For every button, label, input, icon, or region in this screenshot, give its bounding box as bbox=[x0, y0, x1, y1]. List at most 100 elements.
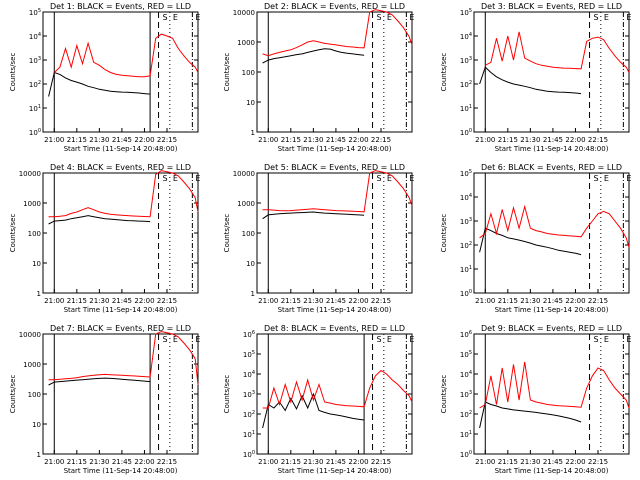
marker-annotation: S bbox=[377, 335, 382, 344]
plot-frame bbox=[473, 333, 630, 455]
chart-panel: Det 2: BLACK = Events, RED = LLD 1 10 100 10… bbox=[223, 2, 414, 153]
x-tick-label: 22:00 bbox=[134, 136, 154, 144]
x-axis-label: Start Time (11-Sep-14 20:48:00) bbox=[278, 306, 392, 314]
x-tick-label: 21:15 bbox=[281, 458, 301, 466]
y-tick-label: 10 bbox=[32, 260, 41, 268]
y-axis-label: Counts/sec bbox=[440, 214, 448, 253]
x-tick-label: 21:45 bbox=[326, 136, 346, 144]
y-tick-label: 10 bbox=[246, 260, 255, 268]
x-tick-label: 21:30 bbox=[89, 297, 109, 305]
marker-annotation: E bbox=[195, 335, 200, 344]
x-tick-label: 22:15 bbox=[371, 458, 391, 466]
plot-frame bbox=[256, 172, 413, 294]
y-tick-label: 10000 bbox=[233, 170, 255, 178]
chart-panel: Det 1: BLACK = Events, RED = LLD 100 101 10… bbox=[9, 2, 200, 153]
x-tick-label: 21:15 bbox=[281, 136, 301, 144]
chart-panel: Det 4: BLACK = Events, RED = LLD 1 10 100 10… bbox=[9, 163, 200, 314]
y-tick-label: 100 bbox=[28, 230, 41, 238]
x-tick-label: 21:30 bbox=[520, 136, 540, 144]
y-tick-label: 106 bbox=[460, 330, 472, 339]
x-tick-label: 21:30 bbox=[89, 136, 109, 144]
y-tick-label: 10000 bbox=[19, 170, 41, 178]
y-axis-label: Counts/sec bbox=[223, 214, 231, 253]
x-tick-label: 21:45 bbox=[543, 136, 563, 144]
y-axis-label: Counts/sec bbox=[9, 53, 17, 92]
lld-series-line bbox=[48, 331, 199, 386]
y-tick-label: 100 bbox=[242, 69, 255, 77]
x-tick-label: 22:15 bbox=[588, 297, 608, 305]
marker-annotation: E bbox=[409, 174, 414, 183]
lld-series-line bbox=[48, 170, 199, 218]
plot-frame bbox=[42, 333, 199, 455]
marker-annotation: E bbox=[387, 335, 392, 344]
lld-series-line bbox=[479, 361, 630, 409]
x-tick-label: 21:45 bbox=[112, 136, 132, 144]
marker-annotation: E bbox=[173, 13, 178, 22]
x-tick-label: 21:45 bbox=[112, 458, 132, 466]
events-series-line bbox=[479, 66, 582, 95]
events-series-line bbox=[48, 71, 151, 97]
plot-frame bbox=[473, 172, 630, 294]
x-tick-label: 22:15 bbox=[371, 136, 391, 144]
x-tick-label: 21:30 bbox=[303, 458, 323, 466]
x-tick-label: 21:45 bbox=[326, 458, 346, 466]
y-tick-label: 1000 bbox=[23, 200, 41, 208]
x-tick-label: 21:00 bbox=[44, 136, 64, 144]
marker-annotation: E bbox=[409, 13, 414, 22]
marker-annotation: S bbox=[163, 335, 168, 344]
marker-annotation: S bbox=[594, 174, 599, 183]
x-tick-label: 21:30 bbox=[89, 458, 109, 466]
y-tick-label: 104 bbox=[460, 193, 472, 202]
y-tick-label: 105 bbox=[460, 350, 472, 359]
y-tick-label: 101 bbox=[460, 430, 472, 439]
y-tick-label: 104 bbox=[29, 32, 41, 41]
y-tick-label: 103 bbox=[460, 217, 472, 226]
y-tick-label: 102 bbox=[460, 410, 472, 419]
marker-annotation: E bbox=[409, 335, 414, 344]
chart-title: Det 2: BLACK = Events, RED = LLD bbox=[264, 2, 405, 11]
x-axis-label: Start Time (11-Sep-14 20:48:00) bbox=[495, 306, 609, 314]
y-tick-label: 10000 bbox=[233, 9, 255, 17]
x-tick-label: 22:15 bbox=[588, 136, 608, 144]
y-tick-label: 101 bbox=[460, 104, 472, 113]
x-tick-label: 21:15 bbox=[67, 297, 87, 305]
x-tick-label: 21:15 bbox=[498, 297, 518, 305]
y-tick-label: 10 bbox=[246, 99, 255, 107]
lld-series-line bbox=[53, 33, 199, 78]
events-series-line bbox=[48, 377, 151, 386]
y-axis-label: Counts/sec bbox=[9, 375, 17, 414]
y-tick-label: 100 bbox=[242, 230, 255, 238]
x-tick-label: 21:30 bbox=[303, 297, 323, 305]
y-tick-label: 106 bbox=[243, 330, 255, 339]
x-tick-label: 21:00 bbox=[258, 458, 278, 466]
x-tick-label: 22:00 bbox=[134, 297, 154, 305]
y-tick-label: 1 bbox=[37, 290, 41, 298]
y-tick-label: 100 bbox=[460, 450, 472, 459]
x-tick-label: 22:00 bbox=[565, 458, 585, 466]
y-tick-label: 105 bbox=[460, 8, 472, 17]
chart-title: Det 1: BLACK = Events, RED = LLD bbox=[50, 2, 191, 11]
x-axis-label: Start Time (11-Sep-14 20:48:00) bbox=[495, 145, 609, 153]
marker-annotation: E bbox=[604, 174, 609, 183]
marker-annotation: E bbox=[195, 174, 200, 183]
plot-frame bbox=[256, 11, 413, 133]
x-tick-label: 21:00 bbox=[475, 297, 495, 305]
x-tick-label: 21:30 bbox=[520, 297, 540, 305]
x-tick-label: 21:00 bbox=[258, 297, 278, 305]
chart-title: Det 4: BLACK = Events, RED = LLD bbox=[50, 163, 191, 172]
y-axis-label: Counts/sec bbox=[440, 53, 448, 92]
x-tick-label: 21:45 bbox=[543, 458, 563, 466]
x-tick-label: 21:00 bbox=[258, 136, 278, 144]
x-tick-label: 22:15 bbox=[157, 297, 177, 305]
lld-series-line bbox=[262, 9, 413, 57]
marker-annotation: E bbox=[626, 335, 631, 344]
marker-annotation: E bbox=[626, 13, 631, 22]
y-tick-label: 102 bbox=[29, 80, 41, 89]
y-tick-label: 101 bbox=[460, 265, 472, 274]
x-tick-label: 21:15 bbox=[67, 458, 87, 466]
marker-annotation: S bbox=[594, 335, 599, 344]
marker-annotation: S bbox=[163, 13, 168, 22]
chart-title: Det 3: BLACK = Events, RED = LLD bbox=[481, 2, 622, 11]
y-axis-label: Counts/sec bbox=[223, 53, 231, 92]
